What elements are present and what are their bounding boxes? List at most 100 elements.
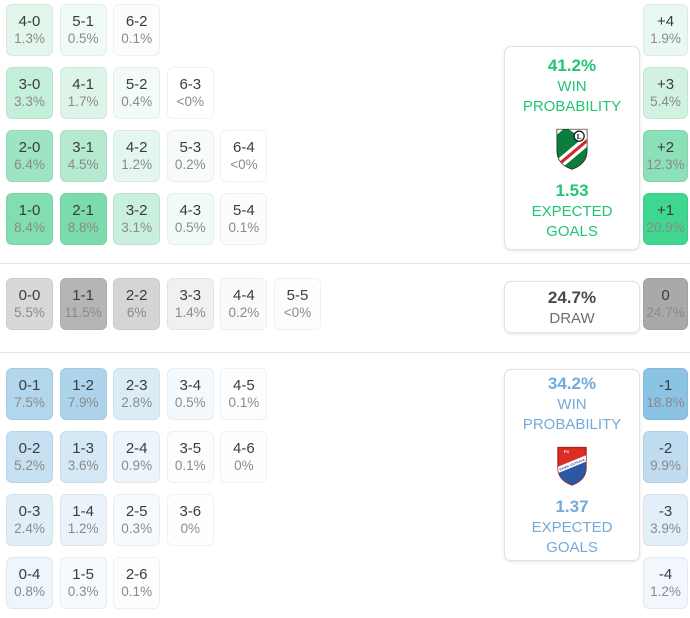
score-label: 0-2	[18, 440, 41, 457]
score-label: -3	[658, 503, 673, 520]
home-expected-goals-label-line2: GOALS	[546, 223, 598, 240]
score-label: 3-3	[179, 287, 202, 304]
away-expected-goals-value: 1.37	[555, 497, 589, 516]
banik-ostrava-crest-icon: BANÍK OSTRAVA FC	[557, 446, 587, 486]
probability-label: 8.8%	[67, 220, 99, 235]
probability-label: 5.2%	[14, 458, 45, 473]
probability-label: 1.2%	[650, 584, 681, 599]
score-label: 2-4	[125, 440, 148, 457]
score-label: 2-1	[72, 202, 94, 219]
goal-margin-cell--2: -2 9.9%	[643, 431, 688, 483]
score-cell-0-2: 0-2 5.2%	[6, 431, 53, 483]
score-label: 1-5	[72, 566, 94, 583]
goal-margin-cell-0: 0 24.7%	[643, 278, 688, 330]
probability-label: 18.8%	[646, 395, 685, 410]
score-cell-4-6: 4-6 0%	[220, 431, 268, 483]
score-label: 2-2	[125, 287, 148, 304]
score-cell-5-2: 5-2 0.4%	[113, 67, 161, 119]
probability-label: 0.9%	[121, 458, 153, 473]
home-expected-goals-value: 1.53	[555, 181, 589, 200]
score-cell-3-1: 3-1 4.5%	[59, 130, 107, 182]
score-label: 5-4	[233, 202, 255, 219]
probability-label: 3.6%	[67, 458, 99, 473]
goal-margin-cell--4: -4 1.2%	[643, 557, 688, 609]
probability-label: 6.4%	[14, 157, 45, 172]
legia-warszawa-crest-icon: L	[556, 128, 588, 170]
away-win-probability-label-line2: PROBABILITY	[522, 416, 622, 433]
score-cell-4-3: 4-3 0.5%	[166, 193, 214, 245]
probability-label: 5.5%	[14, 305, 45, 320]
score-label: 2-3	[125, 377, 148, 394]
score-cell-0-0: 0-0 5.5%	[6, 278, 53, 330]
probability-label: 4.5%	[67, 157, 99, 172]
probability-label: 0.5%	[174, 395, 206, 410]
draw-panel: 24.7% DRAW	[504, 281, 640, 333]
score-label: 5-5	[286, 287, 309, 304]
score-cell-3-6: 3-6 0%	[166, 494, 214, 546]
goal-margin-cell-+4: +4 1.9%	[643, 4, 688, 56]
probability-label: 3.9%	[650, 521, 681, 536]
score-label: +1	[656, 202, 675, 219]
away-expected-goals-label-line2: GOALS	[546, 539, 598, 556]
score-cell-1-1: 1-1 11.5%	[59, 278, 107, 330]
probability-label: 2.8%	[121, 395, 153, 410]
probability-label: 0.1%	[228, 395, 260, 410]
score-cell-2-3: 2-3 2.8%	[113, 368, 161, 420]
probability-label: <0%	[176, 94, 204, 109]
score-label: 5-1	[72, 13, 94, 30]
score-label: 3-1	[72, 139, 94, 156]
probability-label: 0.5%	[67, 31, 99, 46]
score-cell-2-1: 2-1 8.8%	[59, 193, 107, 245]
score-label: 0-4	[18, 566, 41, 583]
score-cell-5-3: 5-3 0.2%	[166, 130, 214, 182]
score-label: 2-6	[125, 566, 148, 583]
score-label: 4-6	[233, 440, 255, 457]
probability-label: 24.7%	[646, 305, 685, 320]
probability-label: 2.4%	[14, 521, 45, 536]
score-cell-5-4: 5-4 0.1%	[220, 193, 268, 245]
probability-label: 7.5%	[14, 395, 45, 410]
probability-label: 8.4%	[14, 220, 45, 235]
probability-label: <0%	[283, 305, 312, 320]
probability-label: 1.4%	[174, 305, 206, 320]
svg-text:FC: FC	[564, 449, 569, 454]
score-cell-4-4: 4-4 0.2%	[220, 278, 268, 330]
score-cell-1-3: 1-3 3.6%	[59, 431, 107, 483]
probability-label: 0.1%	[121, 584, 153, 599]
score-cell-3-0: 3-0 3.3%	[6, 67, 53, 119]
score-label: 1-1	[72, 287, 94, 304]
probability-label: 0%	[180, 521, 201, 536]
score-label: 5-2	[125, 76, 148, 93]
probability-label: 0.1%	[174, 458, 206, 473]
away-expected-goals-label-line1: EXPECTED	[531, 519, 613, 536]
goal-margin-cell--3: -3 3.9%	[643, 494, 688, 546]
score-cell-2-0: 2-0 6.4%	[6, 130, 53, 182]
score-label: 3-6	[179, 503, 202, 520]
score-cell-5-5: 5-5 <0%	[274, 278, 321, 330]
score-label: 4-4	[233, 287, 255, 304]
score-cell-5-1: 5-1 0.5%	[59, 4, 107, 56]
score-label: 6-3	[179, 76, 202, 93]
score-label: 3-4	[179, 377, 202, 394]
score-cell-2-6: 2-6 0.1%	[113, 557, 161, 609]
home-win-panel: 41.2% WIN PROBABILITY L 1.53 EXPECTED GO…	[504, 46, 640, 250]
home-win-probability-label-line2: PROBABILITY	[522, 98, 622, 115]
home-win-probability-label-line1: WIN	[557, 78, 587, 95]
home-win-probability-value: 41.2%	[547, 56, 597, 75]
score-label: -4	[658, 566, 673, 583]
score-label: 6-4	[233, 139, 255, 156]
score-cell-2-5: 2-5 0.3%	[113, 494, 161, 546]
probability-label: 1.7%	[67, 94, 99, 109]
score-label: 0-3	[18, 503, 41, 520]
score-cell-4-0: 4-0 1.3%	[6, 4, 53, 56]
goal-margin-cell-+2: +2 12.3%	[643, 130, 688, 182]
score-label: 3-5	[179, 440, 202, 457]
score-cell-4-1: 4-1 1.7%	[59, 67, 107, 119]
draw-probability-value: 24.7%	[547, 287, 597, 307]
score-label: -1	[658, 377, 673, 394]
score-label: 4-2	[125, 139, 148, 156]
score-label: 4-1	[72, 76, 94, 93]
probability-label: <0%	[230, 157, 258, 172]
away-win-panel: 34.2% WIN PROBABILITY BANÍK OSTRAVA FC 1…	[504, 369, 640, 561]
